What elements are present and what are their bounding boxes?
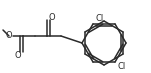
Text: O: O [49, 12, 55, 22]
Text: Cl: Cl [96, 14, 104, 23]
Text: O: O [6, 32, 12, 41]
Text: O: O [15, 51, 21, 59]
Text: Cl: Cl [117, 62, 125, 71]
